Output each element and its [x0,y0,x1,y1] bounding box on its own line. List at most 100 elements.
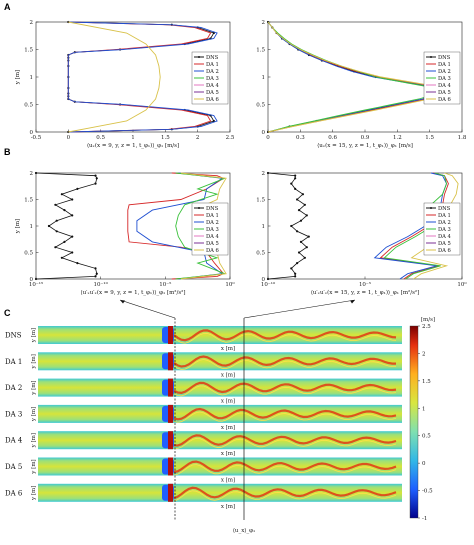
dns-point [55,230,58,233]
colorbar-tick-label: -0.5 [422,489,433,495]
dns-point [303,256,306,259]
row-label: DA 3 [5,410,22,418]
x-tick-label: 10⁻¹⁰ [261,281,276,288]
row-x-label: x [m] [221,399,235,405]
row-y-label: y [m] [31,459,37,474]
x-tick-label: 10⁰ [457,281,467,288]
legend-marker [198,207,200,209]
x-tick-label: 0 [266,135,270,141]
x-tick-label: 2 [196,135,200,141]
legend-label: DA 5 [206,241,219,247]
colorbar-tick-label: 2 [422,351,426,357]
x-tick-label: 0.3 [296,135,305,141]
legend-label: DA 3 [438,227,451,233]
dns-point [303,203,306,206]
dns-point [307,235,310,238]
heatmap-row-da-5: DA 5 y [m] x [m] [5,457,402,484]
flow-field [38,431,402,450]
arrow-right [243,299,356,319]
colorbar-tick-label: 0.5 [422,434,431,440]
dns-point [47,224,51,228]
wake-line [173,434,397,447]
dns-point [266,171,270,175]
chart-b-left: 10⁻¹⁵ 10⁻¹⁰ 10⁻⁵ 10⁰ 0 0.5 1 1.5 2 ⟨u′ₓu′ₓ(x = 9,… [15,171,235,296]
legend-label: DA 6 [438,248,451,254]
y-tick-label: 0 [30,130,34,136]
wake-line [173,355,396,368]
chart-c-heatmaps: DNS y [m] x [m] DA 1 y [m] x [m] DA 2 y [m] x [m… [5,299,435,534]
dns-point [71,235,74,238]
panel-letter-a: A [4,2,11,12]
shear-layer [168,457,173,476]
x-tick-label: 10⁻¹⁵ [29,281,43,288]
series-line-da-6 [267,21,449,133]
series-line-da-2 [67,21,218,133]
wake-edge [173,490,397,502]
row-x-label: x [m] [221,425,235,431]
row-x-label: x [m] [221,346,235,352]
shear-layer [168,431,173,450]
shear-layer [168,404,173,423]
x-tick-label: 1.5 [425,135,434,141]
legend-label: DA 4 [206,83,220,89]
x-tick-label: 10⁰ [225,281,235,288]
dns-point [34,277,38,281]
legend-label: DA 3 [438,76,451,82]
y-tick-label: 2 [30,20,34,26]
legend-marker [198,56,200,58]
y-tick-label: 2 [262,171,266,177]
colorbar-tick-label: 1.5 [422,379,431,385]
colorbar-tick-label: 1 [422,406,426,412]
wake-edge [173,332,397,344]
dns-point [94,275,97,278]
x-tick-label: 0.9 [361,135,370,141]
dns-point [290,182,293,185]
heatmap-row-da-1: DA 1 y [m] x [m] [5,352,402,378]
y-tick-label: 0.5 [24,103,33,109]
colorbar-label: [m/s] [421,317,435,323]
legend-label: DNS [206,55,219,61]
dns-point [301,193,305,196]
colorbar-tick-label: 0 [422,461,426,467]
x-tick-label: 2.5 [226,135,235,141]
dns-point [60,256,63,259]
legend-label: DA 3 [206,227,219,233]
heatmap-row-da-6: DA 6 y [m] x [m] [5,483,402,510]
row-label: DNS [5,332,22,340]
dns-point [63,240,66,243]
dns-point [63,209,66,212]
y-tick-label: 1.5 [24,48,33,54]
x-tick-label: 10⁻⁵ [359,281,371,288]
series-line-da-6 [68,21,161,133]
bottom-label: ⟨u_x⟩_φ₁ [233,527,256,534]
legend-label: DA 1 [438,213,451,219]
row-y-label: y [m] [31,486,37,501]
heatmap-row-da-2: DA 2 y [m] x [m] [5,378,402,405]
legend-label: DA 6 [206,248,219,254]
y-tick-label: 2 [30,171,34,177]
chart-a-right: 0 0.3 0.6 0.9 1.2 1.5 1.8 0 0.5 1 1.5 2 ⟨uₓ(x = 15, … [256,20,467,149]
dns-point [294,174,297,177]
wake-line [173,381,397,395]
dns-point [54,246,57,249]
y-tick-label: 0 [30,277,34,283]
legend-label: DA 4 [438,234,452,240]
series-line-da-3 [267,21,438,133]
x-tick-label: 1.8 [458,135,467,141]
wake-line [173,460,397,474]
dns-point [294,275,297,278]
wake-edge [173,385,397,397]
dns-point [297,209,301,212]
dns-point [94,174,97,177]
dns-point [71,214,74,217]
legend-label: DNS [206,206,219,212]
row-y-label: y [m] [31,380,37,395]
y-tick-label: 2 [262,20,266,26]
dns-point [299,240,303,243]
y-tick-label: 0.5 [256,251,265,257]
dns-point [76,262,79,265]
legend-label: DA 3 [206,76,219,82]
y-tick-label: 1 [30,75,34,81]
legend-marker [430,56,432,58]
